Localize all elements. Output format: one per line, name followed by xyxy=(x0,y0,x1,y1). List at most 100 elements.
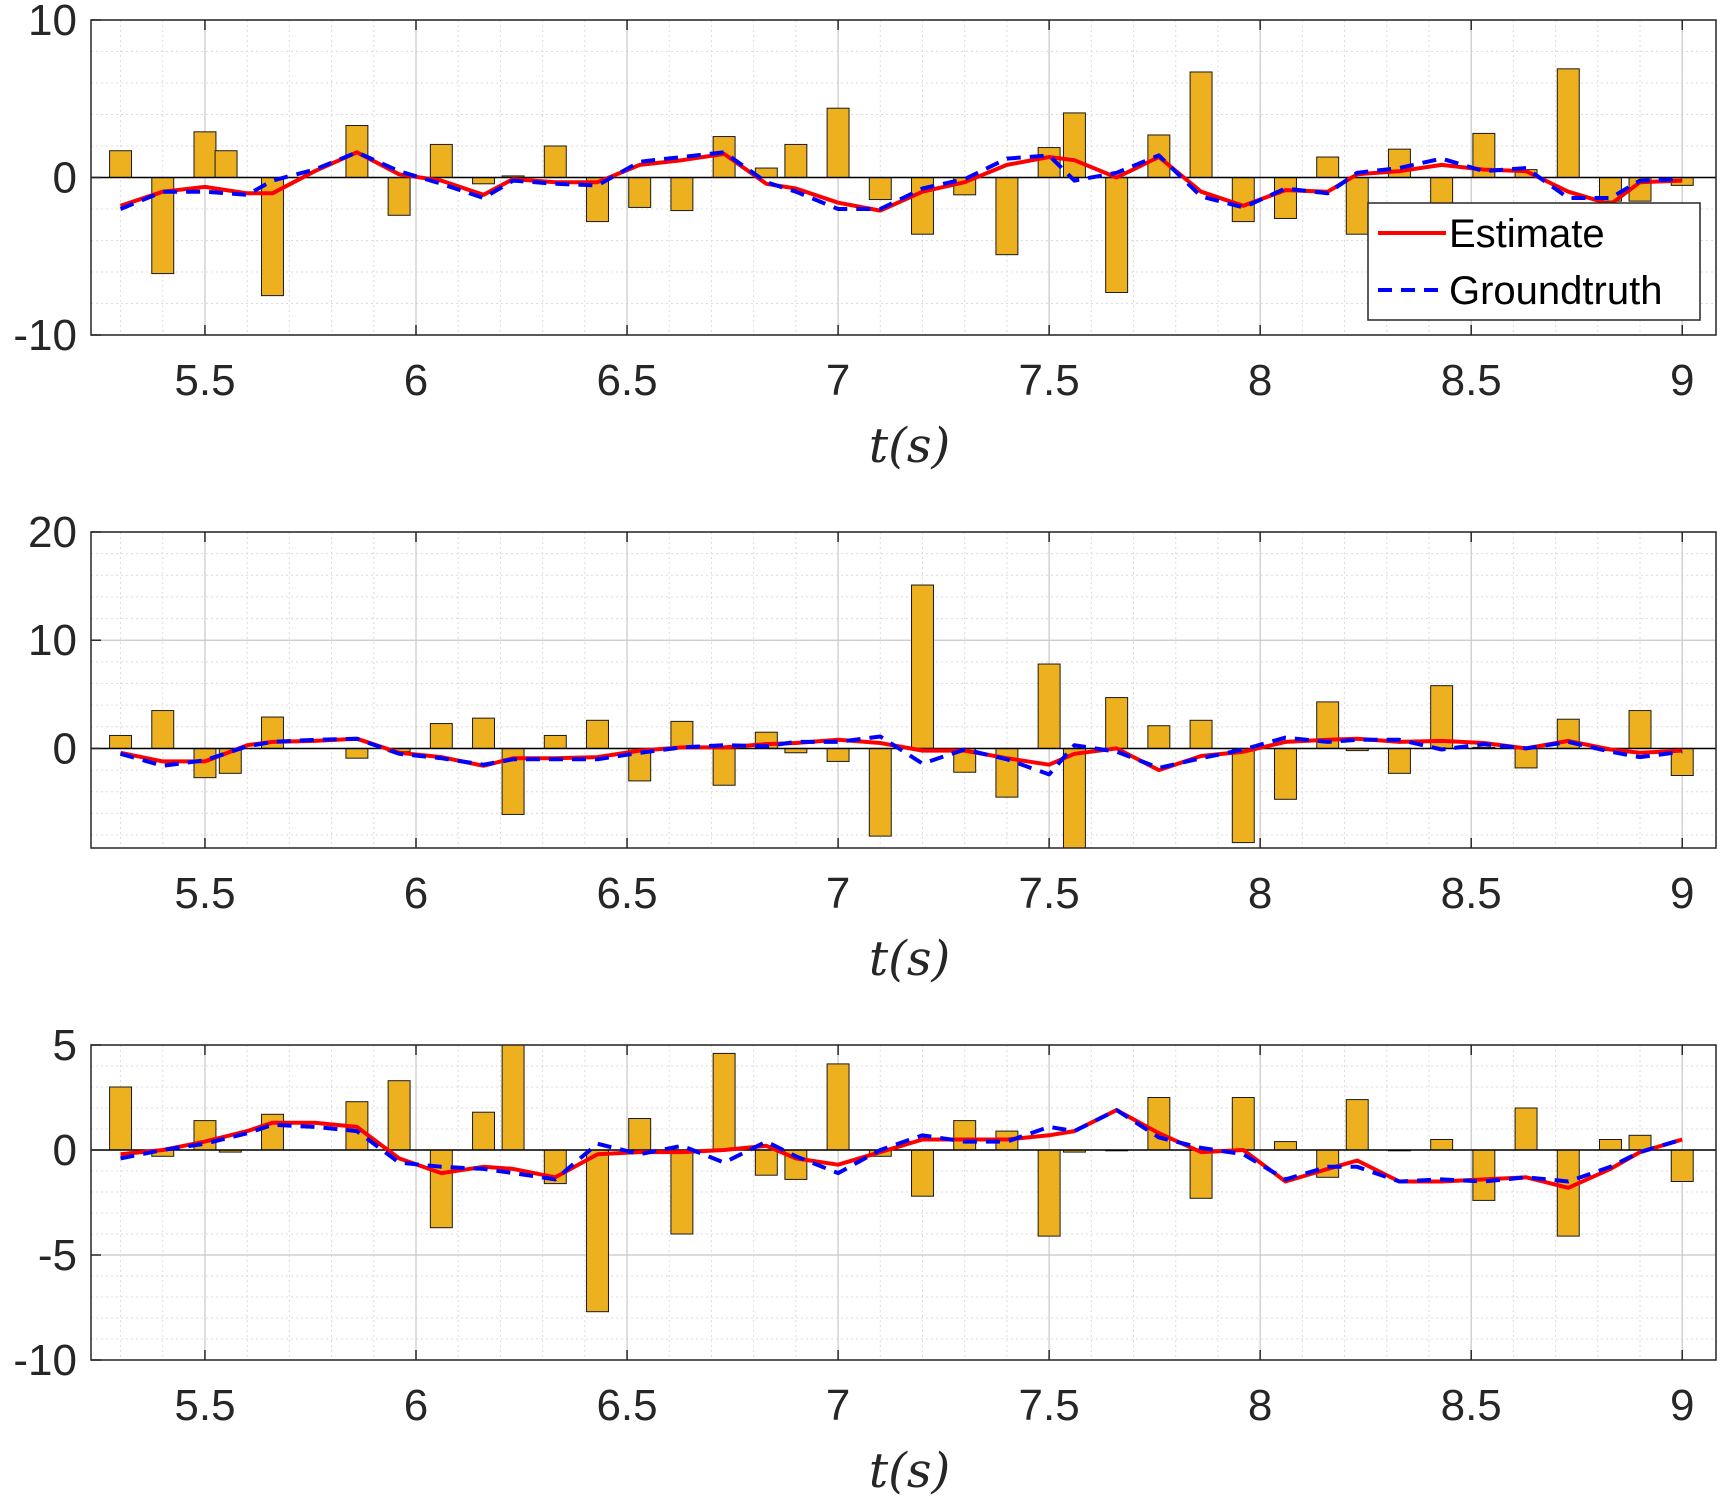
x-tick-label: 7.5 xyxy=(1019,356,1080,405)
bar xyxy=(1189,71,1213,178)
x-tick-label: 6 xyxy=(404,1381,428,1430)
x-tick-label: 7 xyxy=(826,869,850,918)
bar xyxy=(1514,1107,1538,1151)
series-line-groundtruth xyxy=(119,734,1683,777)
bar xyxy=(109,734,133,749)
bar xyxy=(586,719,609,749)
y-tick-label: 10 xyxy=(28,616,77,665)
bar xyxy=(784,143,808,179)
bar xyxy=(868,177,892,201)
bar xyxy=(1599,1139,1622,1151)
x-axis-label: t(s) xyxy=(869,931,950,987)
y-tick-label: -5 xyxy=(38,1231,77,1280)
x-tick-label: 5.5 xyxy=(174,356,235,405)
x-tick-label: 6 xyxy=(404,356,428,405)
bar xyxy=(1274,177,1297,219)
x-tick-label: 5.5 xyxy=(174,869,235,918)
y-tick-label: 0 xyxy=(53,724,77,773)
bar xyxy=(868,747,892,837)
x-tick-label: 7 xyxy=(826,356,850,405)
bar xyxy=(1670,1149,1694,1182)
x-tick-label: 8.5 xyxy=(1441,869,1502,918)
y-tick-label: 20 xyxy=(28,508,77,557)
bar xyxy=(670,720,694,749)
bar xyxy=(1231,1097,1255,1151)
bar xyxy=(1062,747,1086,848)
bar xyxy=(214,150,238,179)
bar xyxy=(1514,747,1538,769)
legend: Estimate Groundtruth xyxy=(1367,202,1701,321)
plot-area xyxy=(91,1045,1716,1360)
bar xyxy=(429,1149,453,1229)
series-line-groundtruth xyxy=(120,1108,1683,1184)
bar xyxy=(1274,1141,1297,1151)
bar xyxy=(501,1045,525,1151)
bar xyxy=(1345,1099,1369,1151)
bar xyxy=(628,1118,652,1151)
bar xyxy=(1472,1149,1496,1201)
bar xyxy=(543,145,567,178)
axes-box xyxy=(90,1044,1717,1361)
plot-area xyxy=(91,532,1716,848)
legend-label-estimate: Estimate xyxy=(1449,212,1605,256)
plot-content xyxy=(91,1045,1716,1313)
subplot-3: 5.5 6 6.5 7 7.5 8 8.5 9 -10 -5 0 5 t(s) xyxy=(13,1021,1717,1499)
x-tick-label: 8.5 xyxy=(1441,356,1502,405)
subplot-1: 5.5 6 6.5 7 7.5 8 8.5 9 -10 0 10 t(s) Estimate Ground… xyxy=(13,0,1717,474)
bar xyxy=(826,747,850,762)
bar xyxy=(193,131,217,178)
series-line-groundtruth xyxy=(119,150,1683,211)
plot-content xyxy=(91,584,1716,848)
bar xyxy=(1105,697,1129,749)
x-tick-label: 6.5 xyxy=(596,869,657,918)
bar xyxy=(1147,725,1171,749)
bar xyxy=(345,747,369,759)
bar xyxy=(911,1149,934,1197)
axes-box xyxy=(90,531,1717,849)
x-tick-label: 9 xyxy=(1670,356,1694,405)
x-tick-label: 6.5 xyxy=(596,356,657,405)
y-tick-label: 0 xyxy=(53,1126,77,1175)
bar xyxy=(109,1086,133,1151)
bar xyxy=(1147,1097,1171,1151)
x-tick-label: 9 xyxy=(1670,869,1694,918)
bar xyxy=(628,177,652,208)
bar xyxy=(387,1080,411,1151)
y-tick-label: -10 xyxy=(13,1336,77,1385)
bar xyxy=(953,1120,977,1151)
x-tick-label: 7.5 xyxy=(1019,869,1080,918)
bar xyxy=(754,1149,778,1176)
bar xyxy=(1037,1149,1061,1237)
bar xyxy=(1556,1149,1580,1237)
x-tick-label: 7.5 xyxy=(1019,1381,1080,1430)
bar xyxy=(387,177,411,216)
series-line-estimate xyxy=(119,150,1683,213)
bar xyxy=(1231,747,1255,844)
bar xyxy=(911,584,934,749)
bar xyxy=(429,143,453,179)
bar xyxy=(1556,68,1580,178)
bar xyxy=(151,710,175,749)
bar xyxy=(826,1063,850,1151)
bar xyxy=(472,177,496,185)
bar xyxy=(995,177,1019,256)
x-tick-label: 8 xyxy=(1248,356,1272,405)
bar xyxy=(1189,719,1213,749)
bar xyxy=(712,1052,736,1151)
bar xyxy=(472,717,496,749)
x-tick-label: 7 xyxy=(826,1381,850,1430)
bar xyxy=(109,150,133,179)
bar xyxy=(1345,177,1369,235)
bar xyxy=(1105,177,1129,293)
x-tick-label: 5.5 xyxy=(174,1381,235,1430)
bar xyxy=(670,1149,694,1235)
bar xyxy=(1430,1139,1454,1151)
bar xyxy=(1628,710,1652,749)
bar xyxy=(1274,747,1297,800)
x-tick-label: 6 xyxy=(404,869,428,918)
bar xyxy=(1387,747,1411,774)
bar xyxy=(670,177,694,212)
bar xyxy=(472,1111,496,1151)
x-tick-label: 6.5 xyxy=(596,1381,657,1430)
bar xyxy=(1062,112,1086,178)
